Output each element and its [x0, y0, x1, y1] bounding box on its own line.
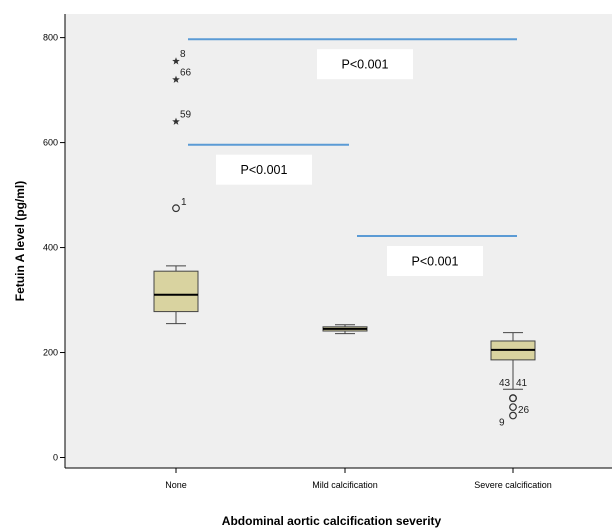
y-tick-label: 0: [53, 453, 58, 463]
x-tick-label: Severe calcification: [474, 480, 552, 490]
extreme-label: 66: [180, 68, 192, 79]
y-tick-label: 200: [43, 348, 58, 358]
axes: 0 200 400 600 800 None Mild calcification Sever…: [43, 14, 612, 490]
outlier-label: 26: [518, 405, 530, 416]
box-group: 1 8 66 59: [153, 49, 199, 325]
p-value-label: P<0.001: [412, 255, 459, 269]
extreme-marker: [172, 57, 180, 65]
outlier-label: 43: [499, 378, 511, 389]
outlier-label: 41: [516, 378, 528, 389]
x-tick-label: None: [165, 480, 187, 490]
outlier-marker: [509, 394, 517, 403]
y-tick-label: 800: [43, 33, 58, 43]
x-tick-label: Mild calcification: [312, 480, 378, 490]
x-axis-title: Abdominal aortic calcification severity: [222, 514, 442, 528]
p-value-box: [317, 49, 413, 80]
extreme-label: 8: [180, 49, 186, 60]
p-value-label: P<0.001: [342, 58, 389, 72]
extreme-marker: [172, 75, 180, 83]
comparison-brackets: P<0.001 P<0.001 P<0.001: [188, 38, 517, 277]
outlier-marker: [509, 403, 517, 412]
outlier-marker: [509, 411, 517, 420]
box-group: 43 41 26 9: [490, 332, 536, 429]
y-tick-label: 600: [43, 138, 58, 148]
extreme-label: 59: [180, 110, 192, 121]
y-axis-title: Fetuin A level (pg/ml): [13, 181, 27, 301]
box-group: [322, 324, 368, 335]
p-value-box: [216, 154, 312, 185]
outlier-label: 9: [499, 418, 505, 429]
y-tick-label: 400: [43, 243, 58, 253]
box: [153, 270, 199, 313]
outlier-marker: [172, 204, 180, 213]
extreme-marker: [172, 117, 180, 125]
box-plots: 1 8 66 59 43 41 26 9: [153, 49, 536, 429]
p-value-box: [387, 246, 483, 277]
plot-area: [65, 14, 612, 468]
p-value-label: P<0.001: [241, 163, 288, 177]
outlier-label: 1: [181, 197, 187, 208]
